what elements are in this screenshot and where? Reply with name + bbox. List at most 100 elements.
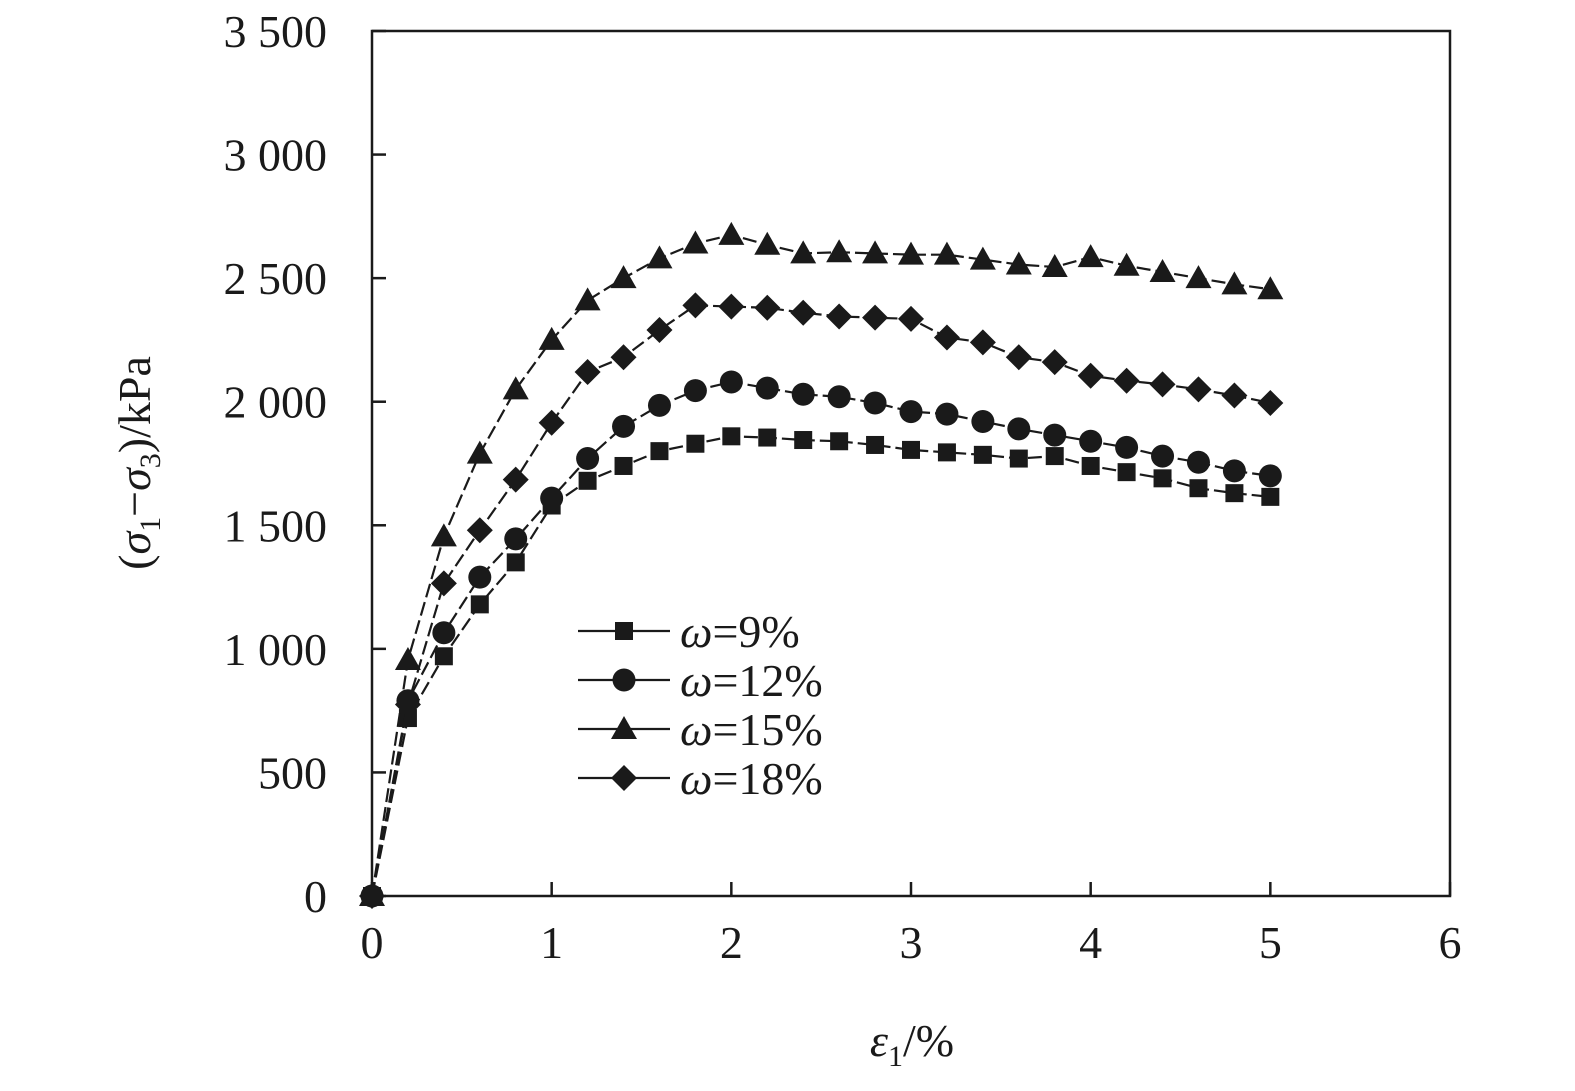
data-point-diamond [646, 317, 673, 344]
x-tick-label: 1 [540, 917, 563, 968]
data-point-triangle [933, 241, 960, 265]
legend-value: =15% [712, 704, 822, 755]
legend-marker-square [615, 622, 633, 640]
data-point-diamond [574, 359, 601, 386]
data-point-triangle [1185, 265, 1212, 289]
data-point-diamond [898, 305, 924, 332]
data-point-circle [576, 447, 600, 471]
data-point-circle [1222, 459, 1246, 483]
series-line [370, 380, 1271, 897]
data-point-square [1261, 487, 1280, 506]
data-point-triangle [502, 376, 529, 400]
legend-item: ω=9% [578, 606, 800, 657]
x-tick-label: 3 [900, 917, 923, 968]
legend-value: =18% [712, 753, 822, 804]
y-axis-minus: − [109, 491, 160, 517]
legend-marker-diamond [611, 765, 637, 791]
legend-symbol: ω [680, 606, 712, 657]
legend-marker-circle [612, 668, 636, 692]
data-point-diamond [826, 303, 853, 330]
data-point-diamond [718, 293, 745, 320]
data-point-square [470, 595, 489, 614]
y-tick-label: 2 000 [224, 377, 328, 428]
y-tick-label: 500 [258, 747, 327, 798]
data-point-triangle [718, 221, 745, 245]
legend-value: =9% [712, 606, 799, 657]
data-point-diamond [466, 517, 493, 544]
data-point-diamond [1185, 376, 1212, 403]
data-point-triangle [1221, 271, 1248, 295]
legend-marker-triangle [611, 716, 637, 739]
y-tick-label: 1 500 [224, 500, 328, 551]
data-point-triangle [862, 240, 889, 264]
x-tick-label: 0 [361, 917, 384, 968]
y-axis-unit: )/kPa [109, 356, 160, 453]
x-tick-label: 2 [720, 917, 743, 968]
legend-item: ω=12% [578, 655, 823, 706]
data-point-diamond [1257, 389, 1284, 416]
y-tick-label: 1 000 [224, 624, 328, 675]
data-point-square [794, 431, 813, 450]
data-point-diamond [502, 466, 529, 493]
legend-item: ω=18% [578, 753, 823, 804]
data-point-diamond [933, 324, 960, 351]
data-point-circle [719, 370, 743, 394]
data-point-square [614, 456, 633, 475]
data-point-square [434, 647, 453, 666]
y-tick-label: 2 500 [224, 253, 328, 304]
legend-symbol: ω [680, 704, 712, 755]
y-axis-sub-1: 1 [134, 517, 167, 532]
data-point-circle [827, 385, 851, 409]
data-point-diamond [1077, 362, 1104, 389]
x-tick-label: 6 [1439, 917, 1462, 968]
series-layer [359, 221, 1284, 909]
data-point-square [973, 445, 992, 464]
data-point-diamond [1221, 382, 1248, 409]
x-tick-label: 5 [1259, 917, 1282, 968]
data-point-triangle [646, 245, 673, 269]
legend: ω=9%ω=12%ω=15%ω=18% [578, 606, 823, 804]
data-point-diamond [538, 409, 565, 436]
data-point-circle [1151, 444, 1175, 468]
data-point-triangle [790, 240, 817, 264]
series-line [370, 435, 1271, 897]
data-point-triangle [430, 523, 457, 547]
x-axis-symbol: ε [870, 1015, 889, 1066]
data-point-circle [899, 400, 923, 424]
data-point-triangle [1113, 252, 1140, 276]
data-point-circle [1258, 464, 1282, 488]
data-point-circle [1186, 450, 1210, 474]
data-point-square [650, 442, 669, 461]
y-axis-sub-3: 3 [134, 453, 167, 468]
data-point-triangle [1257, 276, 1284, 300]
data-point-diamond [610, 344, 637, 371]
data-point-square [902, 440, 920, 459]
data-point-circle [504, 527, 528, 551]
data-point-circle [1043, 423, 1067, 447]
data-point-triangle [574, 287, 601, 311]
data-point-diamond [1113, 367, 1140, 394]
data-point-circle [935, 402, 959, 426]
data-point-circle [612, 414, 636, 438]
series-diamond [359, 292, 1284, 909]
data-point-circle [647, 393, 671, 417]
data-point-triangle [1041, 254, 1068, 278]
data-point-square [1117, 463, 1136, 482]
data-point-square [686, 434, 705, 453]
data-point-square [830, 432, 849, 451]
data-point-circle [1115, 435, 1139, 459]
y-axis-open-paren: ( [109, 555, 160, 570]
y-axis-sigma-3: σ [109, 466, 160, 491]
legend-symbol: ω [680, 753, 712, 804]
data-point-triangle [898, 241, 924, 265]
legend-item: ω=15% [578, 704, 823, 755]
data-point-diamond [1041, 349, 1068, 376]
series-circle [360, 370, 1282, 908]
series-square [363, 427, 1280, 905]
data-point-triangle [826, 239, 853, 263]
y-axis-title: (σ1−σ3)/kPa [109, 356, 167, 570]
y-axis: 0 500 1 000 1 500 2 000 2 500 3 000 3 500 [224, 6, 386, 922]
data-point-square [937, 443, 956, 462]
data-point-square [1225, 484, 1244, 503]
